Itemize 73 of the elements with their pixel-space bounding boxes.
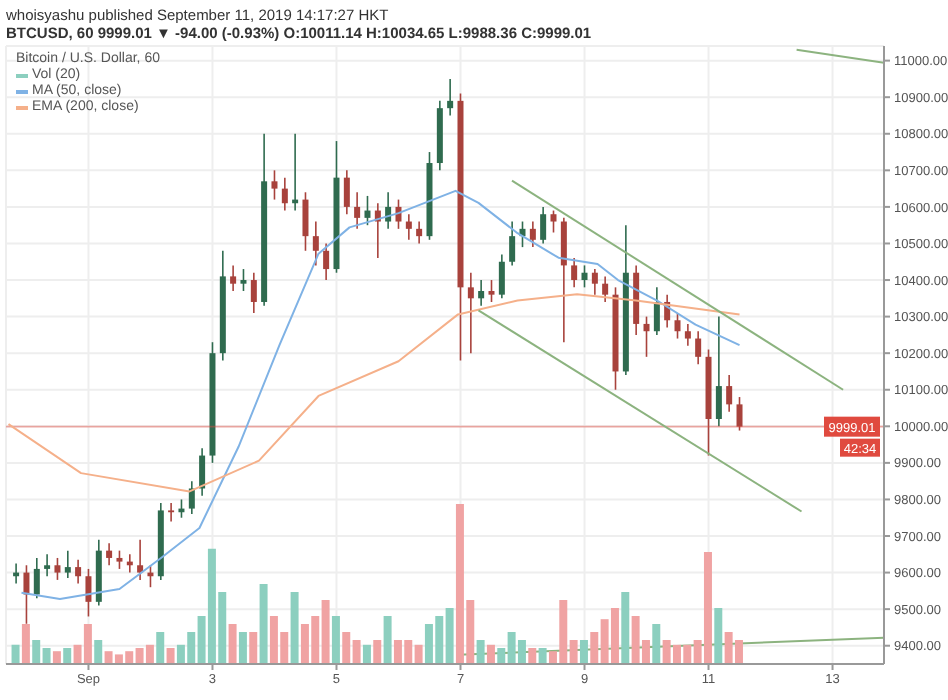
candlestick — [64, 549, 71, 579]
candlestick — [240, 268, 247, 292]
candlestick — [44, 553, 51, 578]
bar — [487, 644, 496, 664]
bar — [53, 651, 62, 664]
candlestick — [715, 315, 722, 428]
candlestick — [467, 271, 474, 354]
candlestick — [447, 78, 454, 117]
candlestick — [364, 195, 371, 226]
bar — [291, 592, 300, 664]
bar — [529, 648, 538, 664]
candlestick — [271, 169, 278, 201]
bar — [157, 632, 166, 664]
candlestick — [550, 209, 557, 234]
candlestick — [488, 279, 495, 303]
candlestick — [540, 206, 547, 245]
candlestick — [312, 220, 319, 267]
candlestick — [684, 323, 691, 347]
candlestick — [509, 220, 516, 267]
candlestick — [188, 480, 195, 515]
candlestick — [560, 217, 567, 343]
candlestick — [498, 253, 505, 300]
candlestick — [581, 264, 588, 289]
candlestick — [230, 264, 237, 292]
candlestick — [75, 558, 82, 585]
candlestick — [168, 502, 175, 523]
bar — [260, 584, 269, 664]
candlestick — [302, 191, 309, 252]
candlestick — [405, 213, 412, 241]
bar — [580, 640, 589, 664]
bar — [332, 616, 341, 664]
candlestick — [85, 568, 92, 618]
candlestick — [106, 542, 113, 567]
bar — [12, 644, 21, 664]
candlestick — [416, 220, 423, 245]
candlestick — [250, 271, 257, 314]
bar — [239, 632, 248, 664]
candlestick — [199, 447, 206, 497]
candlestick — [116, 549, 123, 570]
bar — [477, 640, 486, 664]
candlestick — [529, 220, 536, 248]
bar — [250, 632, 259, 664]
candlestick — [23, 564, 30, 625]
candlestick — [674, 312, 681, 340]
candlestick — [323, 242, 330, 281]
bar — [64, 648, 73, 664]
bar — [715, 608, 724, 664]
bar — [95, 640, 104, 664]
candlestick — [695, 330, 702, 365]
candlestick — [354, 191, 361, 230]
bar — [622, 592, 631, 664]
candlestick — [281, 176, 288, 212]
bar — [363, 644, 372, 664]
candlestick — [653, 286, 660, 336]
candlestick — [591, 268, 598, 296]
bar — [384, 616, 393, 664]
candlestick — [726, 374, 733, 413]
line-series — [20, 189, 741, 600]
bar — [229, 624, 238, 664]
candlestick — [33, 557, 40, 599]
bar — [22, 624, 31, 664]
candlestick — [137, 538, 144, 581]
candlestick — [736, 396, 743, 432]
bar — [653, 624, 662, 664]
candlestick — [571, 257, 578, 289]
candlestick — [54, 557, 61, 581]
candlestick — [343, 169, 350, 216]
bar — [539, 648, 548, 664]
candlestick — [602, 275, 609, 303]
bar — [167, 648, 176, 664]
bar — [374, 640, 383, 664]
candlestick — [478, 279, 485, 307]
candlestick — [643, 315, 650, 358]
